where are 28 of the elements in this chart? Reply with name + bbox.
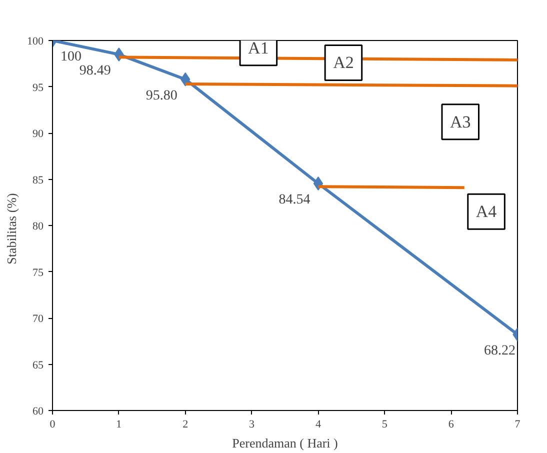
y-tick-label: 100 — [27, 36, 44, 48]
data-label: 100 — [60, 50, 82, 64]
x-tick-label: 3 — [249, 418, 256, 430]
x-tick-label: 0 — [50, 418, 56, 430]
y-tick-label: 80 — [32, 220, 44, 232]
x-tick-label: 5 — [382, 418, 388, 430]
annotation: A3 — [450, 112, 471, 132]
annotation: A1 — [248, 38, 269, 58]
y-tick-label: 95 — [32, 82, 44, 94]
annotation: A4 — [476, 202, 498, 222]
annotation: A2 — [333, 53, 354, 72]
y-tick-label: 85 — [32, 174, 44, 186]
data-label: 84.54 — [278, 192, 310, 208]
x-tick-label: 2 — [182, 418, 188, 430]
x-tick-label: 4 — [315, 418, 322, 430]
y-axis-title: Stabilitas (%) — [4, 193, 19, 264]
x-tick-label: 6 — [448, 418, 454, 430]
y-tick-label: 65 — [32, 359, 44, 372]
y-tick-label: 75 — [32, 266, 44, 279]
y-tick-label: 70 — [32, 313, 44, 325]
y-tick-label: 90 — [32, 128, 44, 140]
data-label: 95.80 — [146, 88, 178, 104]
x-axis-title: Perendaman ( Hari ) — [232, 436, 338, 450]
y-tick-label: 60 — [32, 406, 44, 418]
data-label: 68.22 — [484, 343, 516, 358]
x-tick-label: 7 — [514, 418, 521, 430]
x-tick-label: 1 — [116, 418, 122, 430]
data-label: 98.49 — [79, 63, 111, 78]
